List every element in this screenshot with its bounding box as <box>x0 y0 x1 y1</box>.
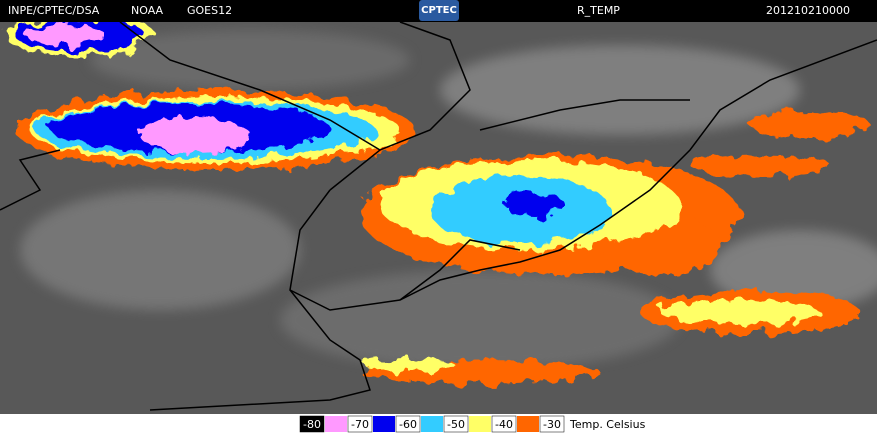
header-source: INPE/CPTEC/DSA <box>8 4 100 17</box>
legend-label-box <box>347 415 373 433</box>
legend-swatch <box>421 416 443 432</box>
header-agency: NOAA <box>131 4 164 17</box>
coastlines <box>0 21 877 411</box>
header-timestamp: 201210210000 <box>766 4 850 17</box>
legend-label: -70 <box>351 418 369 431</box>
clouds-gray <box>20 30 877 370</box>
legend-swatch <box>373 416 395 432</box>
legend-label: -80 <box>303 418 321 431</box>
legend-swatch <box>469 416 491 432</box>
legend: -80 -70 -60 -50 -40 -30 Temp. Celsius <box>299 415 646 433</box>
legend-unit: Temp. Celsius <box>569 418 646 431</box>
legend-label-box <box>395 415 421 433</box>
legend-label-box <box>539 415 565 433</box>
header-product: R_TEMP <box>577 4 620 17</box>
legend-label: -50 <box>447 418 465 431</box>
header-satellite: GOES12 <box>187 4 232 17</box>
logo: CPTEC <box>421 5 457 16</box>
legend-label-box <box>443 415 469 433</box>
legend-label-box <box>299 415 325 433</box>
cloud-tops <box>5 13 870 384</box>
legend-label: -60 <box>399 418 417 431</box>
legend-label: -30 <box>543 418 561 431</box>
legend-label-box <box>491 415 517 433</box>
logo-box <box>419 0 459 21</box>
legend-swatch <box>325 416 347 432</box>
legend-label: -40 <box>495 418 513 431</box>
legend-swatch <box>517 416 539 432</box>
